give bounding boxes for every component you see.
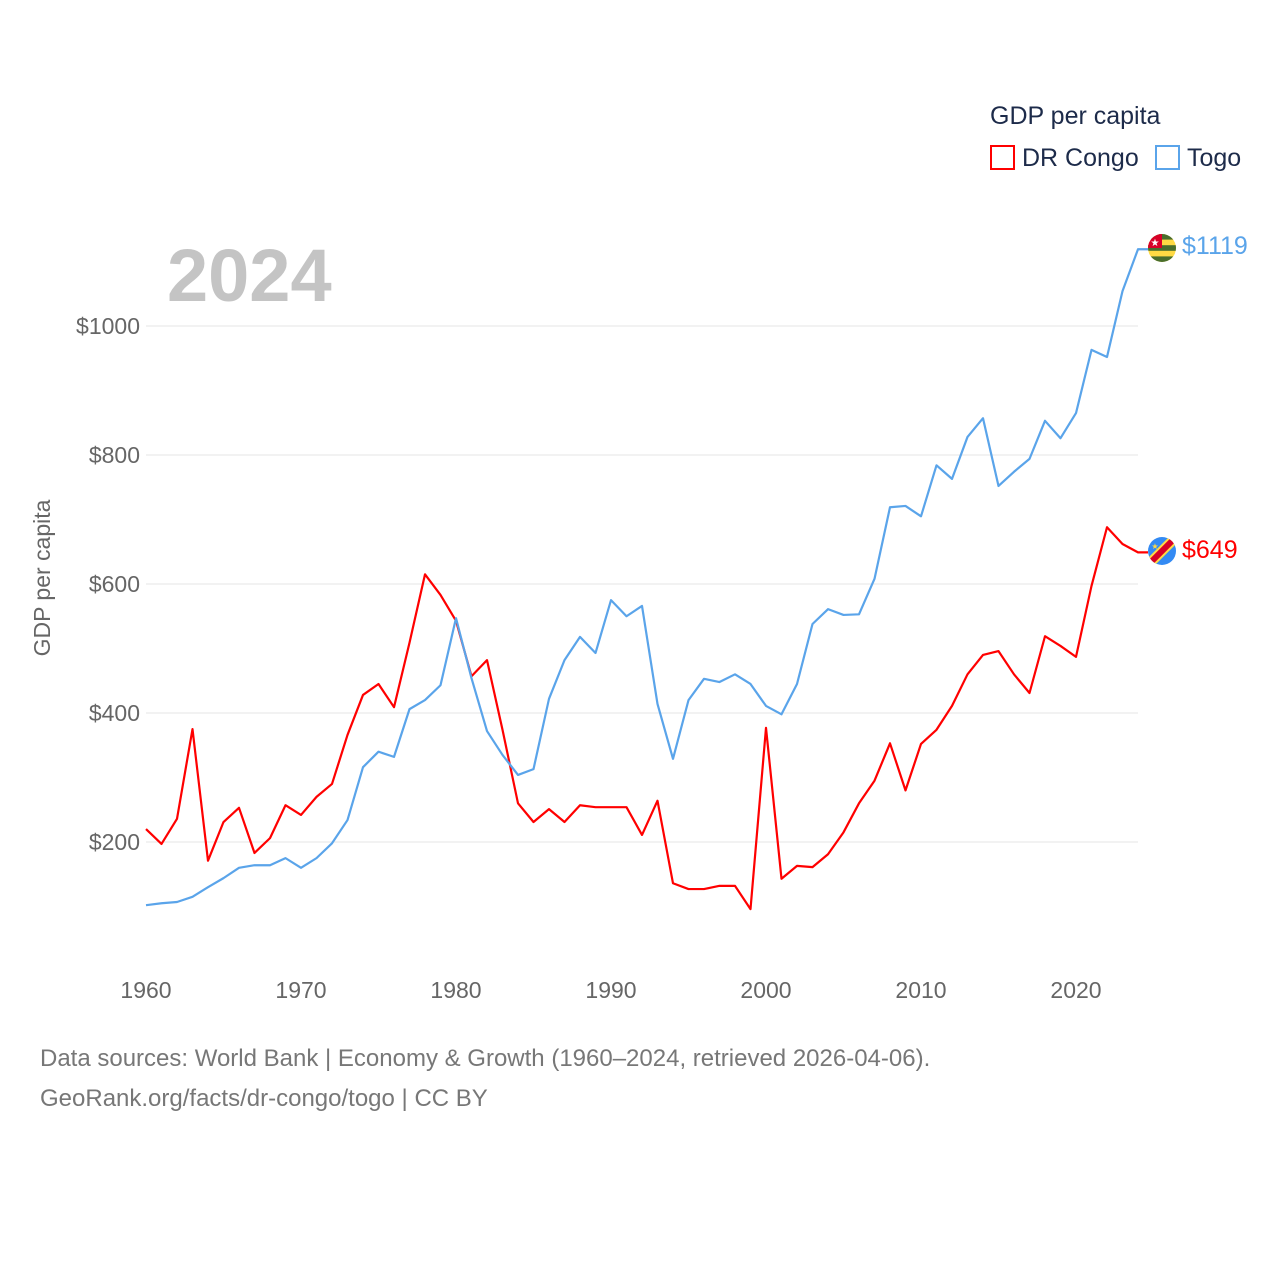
series-lines: [145, 248, 1148, 911]
footer-sources: Data sources: World Bank | Economy & Gro…: [40, 1045, 931, 1072]
x-tick-label: 1990: [585, 977, 636, 1003]
x-tick-label: 2000: [740, 977, 791, 1003]
x-axis-ticks: 1960 1970 1980 1990 2000 2010 2020: [120, 977, 1101, 1003]
x-tick-label: 1960: [120, 977, 171, 1003]
legend-label-togo[interactable]: Togo: [1187, 144, 1241, 172]
togo-flag-icon: ★: [1148, 234, 1176, 262]
footer-attribution: GeoRank.org/facts/dr-congo/togo | CC BY: [40, 1085, 488, 1112]
svg-text:★: ★: [1151, 542, 1158, 551]
series-line-dr-congo: [145, 526, 1148, 911]
legend-swatch-togo[interactable]: [1155, 145, 1180, 170]
dr-congo-flag-icon: ★: [1148, 537, 1176, 565]
togo-end-label: $1119: [1182, 232, 1248, 260]
legend: GDP per capita DR Congo Togo: [990, 102, 1241, 172]
legend-swatch-dr-congo[interactable]: [990, 145, 1015, 170]
y-tick-label: $400: [89, 700, 140, 726]
x-tick-label: 1980: [430, 977, 481, 1003]
x-tick-label: 2010: [895, 977, 946, 1003]
y-tick-label: $800: [89, 442, 140, 468]
y-axis-label: GDP per capita: [29, 499, 55, 656]
y-tick-label: $600: [89, 571, 140, 597]
series-line-togo: [145, 248, 1148, 907]
dr-congo-end-label: $649: [1182, 536, 1238, 564]
svg-text:★: ★: [1151, 238, 1160, 249]
legend-title: GDP per capita: [990, 102, 1161, 130]
x-tick-label: 2020: [1050, 977, 1101, 1003]
y-axis-ticks: $200 $400 $600 $800 $1000: [76, 313, 140, 855]
y-tick-label: $200: [89, 829, 140, 855]
y-tick-label: $1000: [76, 313, 140, 339]
x-tick-label: 1970: [275, 977, 326, 1003]
year-watermark: 2024: [167, 234, 332, 317]
grid-lines: [146, 325, 1138, 843]
legend-label-dr-congo[interactable]: DR Congo: [1022, 144, 1139, 172]
series-end-markers: ★ ★ $1119 $649: [1148, 232, 1248, 565]
